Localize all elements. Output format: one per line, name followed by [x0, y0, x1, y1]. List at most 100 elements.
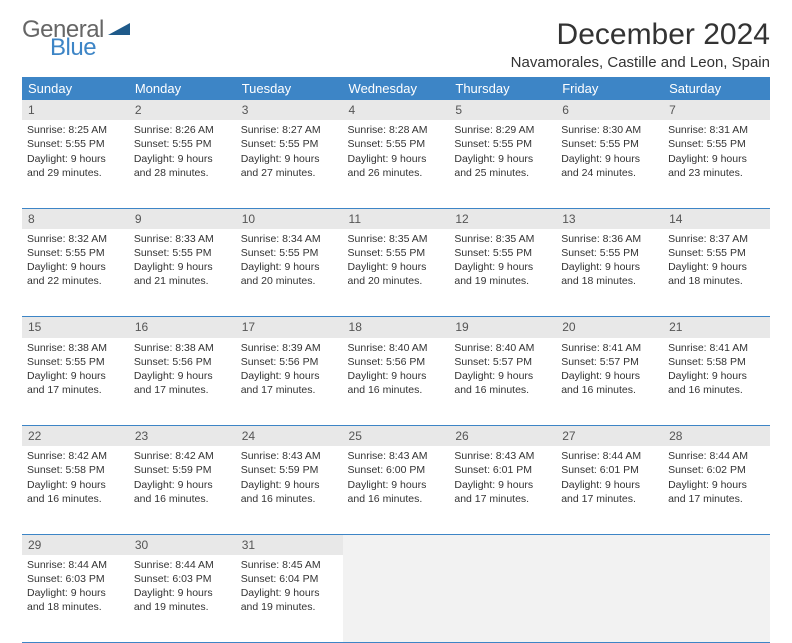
- day-cell: Sunrise: 8:40 AMSunset: 5:57 PMDaylight:…: [449, 338, 556, 426]
- day-cell: Sunrise: 8:32 AMSunset: 5:55 PMDaylight:…: [22, 229, 129, 317]
- day-cell: Sunrise: 8:38 AMSunset: 5:56 PMDaylight:…: [129, 338, 236, 426]
- sunrise-line: Sunrise: 8:39 AM: [241, 341, 338, 355]
- daylight-line: Daylight: 9 hours and 16 minutes.: [348, 369, 445, 397]
- day-cell: Sunrise: 8:33 AMSunset: 5:55 PMDaylight:…: [129, 229, 236, 317]
- day-cell: Sunrise: 8:30 AMSunset: 5:55 PMDaylight:…: [556, 120, 663, 208]
- daylight-line: Daylight: 9 hours and 18 minutes.: [668, 260, 765, 288]
- day-content-row: Sunrise: 8:44 AMSunset: 6:03 PMDaylight:…: [22, 555, 770, 643]
- day-number: 6: [556, 100, 663, 120]
- sunset-line: Sunset: 6:03 PM: [134, 572, 231, 586]
- day-cell: Sunrise: 8:42 AMSunset: 5:58 PMDaylight:…: [22, 446, 129, 534]
- sunset-line: Sunset: 5:57 PM: [561, 355, 658, 369]
- day-number: 23: [129, 426, 236, 447]
- day-number: [556, 534, 663, 555]
- day-cell: Sunrise: 8:44 AMSunset: 6:03 PMDaylight:…: [22, 555, 129, 643]
- sunrise-line: Sunrise: 8:25 AM: [27, 123, 124, 137]
- month-title: December 2024: [511, 18, 770, 52]
- daylight-line: Daylight: 9 hours and 16 minutes.: [348, 478, 445, 506]
- day-number: 18: [343, 317, 450, 338]
- day-cell: [343, 555, 450, 643]
- title-block: December 2024 Navamorales, Castille and …: [511, 18, 770, 71]
- sunrise-line: Sunrise: 8:37 AM: [668, 232, 765, 246]
- day-number: 22: [22, 426, 129, 447]
- daylight-line: Daylight: 9 hours and 29 minutes.: [27, 152, 124, 180]
- day-cell: Sunrise: 8:43 AMSunset: 5:59 PMDaylight:…: [236, 446, 343, 534]
- day-number: 9: [129, 208, 236, 229]
- day-number: 5: [449, 100, 556, 120]
- sunrise-line: Sunrise: 8:34 AM: [241, 232, 338, 246]
- sunset-line: Sunset: 5:55 PM: [561, 137, 658, 151]
- day-cell: [663, 555, 770, 643]
- daylight-line: Daylight: 9 hours and 17 minutes.: [668, 478, 765, 506]
- sunrise-line: Sunrise: 8:35 AM: [454, 232, 551, 246]
- sunset-line: Sunset: 5:55 PM: [27, 137, 124, 151]
- day-cell: Sunrise: 8:44 AMSunset: 6:03 PMDaylight:…: [129, 555, 236, 643]
- day-number: 27: [556, 426, 663, 447]
- day-number: 30: [129, 534, 236, 555]
- day-number: 16: [129, 317, 236, 338]
- daylight-line: Daylight: 9 hours and 22 minutes.: [27, 260, 124, 288]
- day-number: 17: [236, 317, 343, 338]
- day-cell: Sunrise: 8:26 AMSunset: 5:55 PMDaylight:…: [129, 120, 236, 208]
- day-cell: Sunrise: 8:38 AMSunset: 5:55 PMDaylight:…: [22, 338, 129, 426]
- day-cell: Sunrise: 8:35 AMSunset: 5:55 PMDaylight:…: [449, 229, 556, 317]
- day-number: 7: [663, 100, 770, 120]
- sunset-line: Sunset: 5:55 PM: [348, 137, 445, 151]
- daylight-line: Daylight: 9 hours and 20 minutes.: [241, 260, 338, 288]
- day-number: 31: [236, 534, 343, 555]
- sunrise-line: Sunrise: 8:27 AM: [241, 123, 338, 137]
- sunset-line: Sunset: 6:03 PM: [27, 572, 124, 586]
- sunset-line: Sunset: 6:00 PM: [348, 463, 445, 477]
- day-number-row: 1234567: [22, 100, 770, 120]
- day-number: 2: [129, 100, 236, 120]
- sunrise-line: Sunrise: 8:43 AM: [348, 449, 445, 463]
- sunset-line: Sunset: 5:58 PM: [668, 355, 765, 369]
- day-cell: Sunrise: 8:25 AMSunset: 5:55 PMDaylight:…: [22, 120, 129, 208]
- sunrise-line: Sunrise: 8:45 AM: [241, 558, 338, 572]
- weekday-header: Saturday: [663, 77, 770, 100]
- sunset-line: Sunset: 6:01 PM: [454, 463, 551, 477]
- logo-word-2: Blue: [50, 36, 134, 60]
- daylight-line: Daylight: 9 hours and 16 minutes.: [668, 369, 765, 397]
- sunrise-line: Sunrise: 8:42 AM: [27, 449, 124, 463]
- daylight-line: Daylight: 9 hours and 18 minutes.: [27, 586, 124, 614]
- day-number: 20: [556, 317, 663, 338]
- daylight-line: Daylight: 9 hours and 17 minutes.: [134, 369, 231, 397]
- daylight-line: Daylight: 9 hours and 28 minutes.: [134, 152, 231, 180]
- sunset-line: Sunset: 5:59 PM: [241, 463, 338, 477]
- header: General Blue December 2024 Navamorales, …: [22, 18, 770, 71]
- sunrise-line: Sunrise: 8:35 AM: [348, 232, 445, 246]
- daylight-line: Daylight: 9 hours and 16 minutes.: [27, 478, 124, 506]
- sunrise-line: Sunrise: 8:31 AM: [668, 123, 765, 137]
- day-cell: Sunrise: 8:34 AMSunset: 5:55 PMDaylight:…: [236, 229, 343, 317]
- day-cell: Sunrise: 8:44 AMSunset: 6:01 PMDaylight:…: [556, 446, 663, 534]
- day-number: 3: [236, 100, 343, 120]
- day-number-row: 22232425262728: [22, 426, 770, 447]
- sunset-line: Sunset: 5:55 PM: [241, 246, 338, 260]
- daylight-line: Daylight: 9 hours and 24 minutes.: [561, 152, 658, 180]
- sunset-line: Sunset: 5:55 PM: [454, 246, 551, 260]
- day-number: 21: [663, 317, 770, 338]
- day-content-row: Sunrise: 8:32 AMSunset: 5:55 PMDaylight:…: [22, 229, 770, 317]
- day-number: 8: [22, 208, 129, 229]
- day-cell: Sunrise: 8:43 AMSunset: 6:00 PMDaylight:…: [343, 446, 450, 534]
- daylight-line: Daylight: 9 hours and 27 minutes.: [241, 152, 338, 180]
- day-content-row: Sunrise: 8:38 AMSunset: 5:55 PMDaylight:…: [22, 338, 770, 426]
- sunrise-line: Sunrise: 8:40 AM: [454, 341, 551, 355]
- weekday-header: Sunday: [22, 77, 129, 100]
- sunrise-line: Sunrise: 8:43 AM: [241, 449, 338, 463]
- sunrise-line: Sunrise: 8:33 AM: [134, 232, 231, 246]
- sunrise-line: Sunrise: 8:38 AM: [27, 341, 124, 355]
- sunset-line: Sunset: 5:55 PM: [27, 246, 124, 260]
- day-cell: Sunrise: 8:29 AMSunset: 5:55 PMDaylight:…: [449, 120, 556, 208]
- sunrise-line: Sunrise: 8:26 AM: [134, 123, 231, 137]
- day-cell: Sunrise: 8:43 AMSunset: 6:01 PMDaylight:…: [449, 446, 556, 534]
- daylight-line: Daylight: 9 hours and 23 minutes.: [668, 152, 765, 180]
- sunrise-line: Sunrise: 8:41 AM: [561, 341, 658, 355]
- day-number: 4: [343, 100, 450, 120]
- daylight-line: Daylight: 9 hours and 16 minutes.: [241, 478, 338, 506]
- day-number: 10: [236, 208, 343, 229]
- sunset-line: Sunset: 5:55 PM: [348, 246, 445, 260]
- daylight-line: Daylight: 9 hours and 17 minutes.: [241, 369, 338, 397]
- weekday-header-row: Sunday Monday Tuesday Wednesday Thursday…: [22, 77, 770, 100]
